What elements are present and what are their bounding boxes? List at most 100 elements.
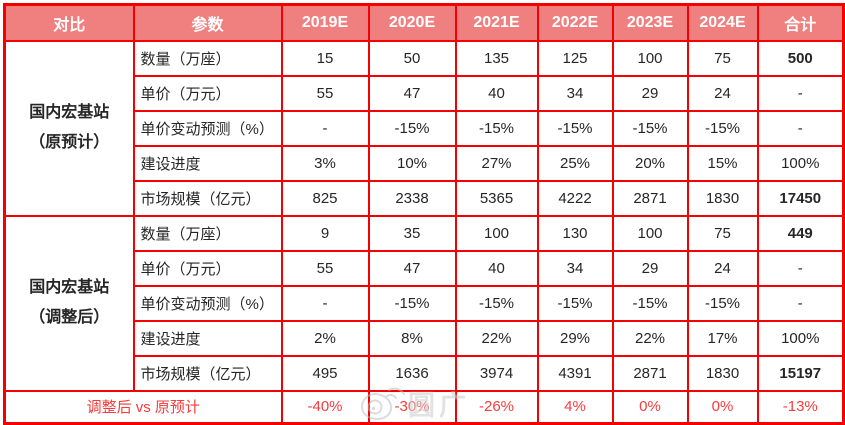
value-cell: 2871 (611, 354, 689, 392)
table-row: 建设进度 2% 8% 22% 29% 22% 17% 100% (5, 319, 845, 357)
value-cell: 500 (756, 39, 845, 77)
column-header: 2022E (536, 3, 614, 42)
value-cell: - (756, 284, 845, 322)
value-cell: 24 (686, 249, 759, 287)
table-header: 对比 参数 2019E 2020E 2021E 2022E 2023E 2024E 合计 (3, 3, 845, 42)
value-cell: 40 (454, 74, 539, 112)
table-row: 建设进度 3% 10% 27% 25% 20% 15% 100% (5, 144, 845, 182)
column-header: 对比 (3, 3, 135, 42)
value-cell: 35 (367, 214, 457, 252)
value-cell: 10% (367, 144, 457, 182)
value-cell: 449 (756, 214, 845, 252)
value-cell: 34 (536, 74, 614, 112)
value-cell: 2871 (611, 179, 689, 217)
value-cell: 22% (611, 319, 689, 357)
group-label: 国内宏基站 （原预计） (3, 39, 135, 217)
group-label-line2: （调整后） (29, 309, 110, 326)
row-label: 单价变动预测（%） (132, 109, 283, 147)
value-cell: - (756, 249, 845, 287)
value-cell: 75 (686, 39, 759, 77)
column-header: 2024E (686, 3, 759, 42)
value-cell: 15 (280, 39, 370, 77)
footer-row: 调整后 vs 原预计 -40% -30% -26% 4% 0% 0% -13% (3, 389, 845, 425)
value-cell: 1636 (367, 354, 457, 392)
value-cell: 100% (756, 319, 845, 357)
value-cell: 17% (686, 319, 759, 357)
group-label-line2: （原预计） (29, 134, 110, 151)
value-cell: - (756, 74, 845, 112)
basestation-forecast-table: 对比 参数 2019E 2020E 2021E 2022E 2023E 2024E 合计 国内宏… (3, 3, 845, 425)
value-cell: 4391 (536, 354, 614, 392)
table-row: 单价变动预测（%） - -15% -15% -15% -15% -15% - (5, 109, 845, 147)
value-cell: 135 (454, 39, 539, 77)
table-row: 国内宏基站 （原预计） 数量（万座） 15 50 135 125 100 75 500 (3, 39, 845, 217)
value-cell: 27% (454, 144, 539, 182)
value-cell: 55 (280, 74, 370, 112)
value-cell: 29% (536, 319, 614, 357)
header-row: 对比 参数 2019E 2020E 2021E 2022E 2023E 2024E 合计 (3, 3, 845, 42)
value-cell: -15% (536, 109, 614, 147)
comparison-table-wrap: 对比 参数 2019E 2020E 2021E 2022E 2023E 2024E 合计 国内宏… (3, 3, 845, 425)
value-cell: 50 (367, 39, 457, 77)
value-cell: -15% (454, 284, 539, 322)
value-cell: 29 (611, 74, 689, 112)
value-cell: 20% (611, 144, 689, 182)
value-cell: -15% (536, 284, 614, 322)
footer-value-cell: -30% (367, 389, 457, 425)
value-cell: - (756, 109, 845, 147)
table-row: 国内宏基站 （调整后） 数量（万座） 9 35 100 130 100 75 449 (3, 214, 845, 392)
footer-value-cell: -26% (454, 389, 539, 425)
value-cell: 40 (454, 249, 539, 287)
value-cell: 29 (611, 249, 689, 287)
value-cell: 1830 (686, 354, 759, 392)
value-cell: 2% (280, 319, 370, 357)
value-cell: 17450 (756, 179, 845, 217)
value-cell: -15% (686, 109, 759, 147)
column-header: 合计 (756, 3, 845, 42)
value-cell: 8% (367, 319, 457, 357)
value-cell: 1830 (686, 179, 759, 217)
row-label: 单价变动预测（%） (132, 284, 283, 322)
row-label: 建设进度 (132, 319, 283, 357)
value-cell: 495 (280, 354, 370, 392)
value-cell: 2338 (367, 179, 457, 217)
value-cell: 15% (686, 144, 759, 182)
table-row: 单价（万元） 55 47 40 34 29 24- (5, 74, 845, 112)
row-label: 单价（万元） (132, 74, 283, 112)
table-row: 市场规模（亿元） 495 1636 3974 4391 2871 1830 15197 (5, 354, 845, 392)
footer-label: 调整后 vs 原预计 (3, 389, 283, 425)
column-header: 2021E (454, 3, 539, 42)
value-cell: 75 (686, 214, 759, 252)
value-cell: 100% (756, 144, 845, 182)
row-label: 建设进度 (132, 144, 283, 182)
column-header: 参数 (132, 3, 283, 42)
table-row: 市场规模（亿元） 825 2338 5365 4222 2871 1830 17450 (5, 179, 845, 217)
value-cell: 22% (454, 319, 539, 357)
value-cell: -15% (367, 284, 457, 322)
value-cell: -15% (611, 109, 689, 147)
group-label-line1: 国内宏基站 (29, 278, 110, 296)
column-header: 2019E (280, 3, 370, 42)
footer-value-cell: -13% (756, 389, 845, 425)
row-label: 市场规模（亿元） (132, 354, 283, 392)
footer-value-cell: 0% (686, 389, 759, 425)
row-label: 数量（万座） (132, 39, 283, 77)
row-label: 单价（万元） (132, 249, 283, 287)
value-cell: 125 (536, 39, 614, 77)
value-cell: 9 (280, 214, 370, 252)
table-row: 单价变动预测（%） - -15% -15% -15% -15% -15% - (5, 284, 845, 322)
group-label-line1: 国内宏基站 (29, 103, 110, 121)
value-cell: 24 (686, 74, 759, 112)
row-label: 市场规模（亿元） (132, 179, 283, 217)
value-cell: 825 (280, 179, 370, 217)
column-header: 2023E (611, 3, 689, 42)
value-cell: 34 (536, 249, 614, 287)
value-cell: 55 (280, 249, 370, 287)
value-cell: 3974 (454, 354, 539, 392)
group-label: 国内宏基站 （调整后） (3, 214, 135, 392)
value-cell: 100 (454, 214, 539, 252)
value-cell: 15197 (756, 354, 845, 392)
value-cell: 47 (367, 249, 457, 287)
value-cell: -15% (611, 284, 689, 322)
table-row: 单价（万元） 55 47 40 34 29 24- (5, 249, 845, 287)
